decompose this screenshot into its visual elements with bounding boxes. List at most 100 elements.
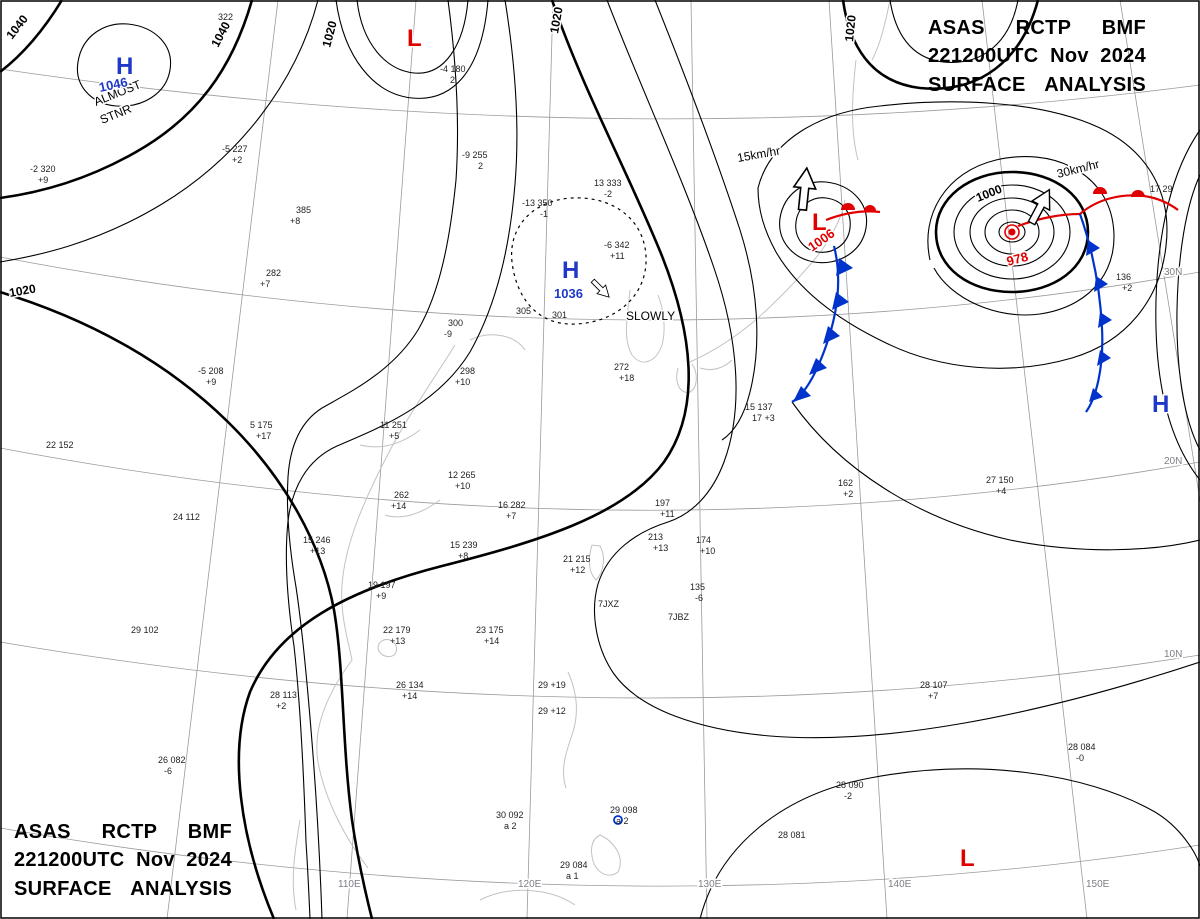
station-plot: 28 084 bbox=[1068, 742, 1096, 752]
pressure-center-high: H bbox=[562, 257, 579, 284]
valid-time: 221200UTC Nov 2024 bbox=[928, 45, 1146, 68]
cold-front-triangle bbox=[832, 292, 849, 310]
longitude-label: 120E bbox=[518, 879, 542, 890]
station-plot: 162 bbox=[838, 478, 853, 488]
station-plot: +12 bbox=[570, 565, 585, 575]
grid-line-100e bbox=[166, 0, 279, 919]
isobar-label: 1020 bbox=[547, 5, 565, 34]
pressure-value: 1036 bbox=[554, 286, 583, 301]
isobar-label: 1020 bbox=[8, 281, 37, 299]
coastline-korea bbox=[625, 289, 665, 363]
station-plot: 28 107 bbox=[920, 680, 948, 690]
movement-arrow-l1006 bbox=[792, 166, 817, 212]
isobar-storm-ring1 bbox=[998, 221, 1026, 243]
coastline-china bbox=[316, 344, 456, 869]
station-plot: -2 bbox=[844, 791, 852, 801]
station-plot: 322 bbox=[218, 12, 233, 22]
coastline-borneo bbox=[479, 889, 576, 906]
isobar-1020-west bbox=[0, 290, 374, 919]
station-plot: +13 bbox=[653, 543, 668, 553]
pressure-center-low: L bbox=[960, 845, 975, 872]
cold-front-triangle bbox=[836, 258, 853, 276]
longitude-label: 140E bbox=[888, 879, 912, 890]
warm-front-bump bbox=[864, 205, 876, 211]
isobar-south-1 bbox=[791, 401, 1200, 551]
station-plot: 262 bbox=[394, 490, 409, 500]
grid-line-110e bbox=[346, 0, 417, 919]
station-plot: 23 175 bbox=[476, 625, 504, 635]
station-plot: 213 bbox=[648, 532, 663, 542]
isobar-west-1 bbox=[0, 0, 319, 263]
coastline-sakhalin bbox=[852, 59, 859, 161]
isobar-south-2 bbox=[699, 768, 1200, 919]
isobar-1040-corner bbox=[0, 0, 64, 74]
station-plot: -4 180 bbox=[440, 64, 466, 74]
station-plot: 15 246 bbox=[303, 535, 331, 545]
latitude-label: 20N bbox=[1164, 456, 1182, 467]
storm-center-icon bbox=[1008, 228, 1016, 236]
isobar-1020-center bbox=[237, 0, 690, 919]
warm-front-line-east bbox=[1079, 194, 1179, 215]
station-plot: 19 197 bbox=[368, 580, 396, 590]
grid-line-140e bbox=[828, 0, 888, 919]
annotation: 15km/hr bbox=[736, 144, 781, 165]
chart-type: SURFACE ANALYSIS bbox=[928, 73, 1146, 96]
coastline-luzon bbox=[563, 671, 577, 789]
coastline-hainan bbox=[377, 639, 398, 658]
station-plot: a 2 bbox=[616, 816, 629, 826]
station-plot: 28 081 bbox=[778, 830, 806, 840]
pressure-center-high: H bbox=[116, 53, 133, 80]
station-plot: +8 bbox=[290, 216, 300, 226]
isobar-rightedge-1 bbox=[1176, 174, 1200, 451]
product-id: ASAS RCTP BMF bbox=[928, 17, 1146, 39]
station-plot: 298 bbox=[460, 366, 475, 376]
station-plot: +10 bbox=[700, 546, 715, 556]
station-plot: +2 bbox=[1122, 283, 1132, 293]
cold-front-triangle bbox=[793, 386, 811, 402]
longitude-label: 130E bbox=[698, 879, 722, 890]
station-plot: -5 208 bbox=[198, 366, 224, 376]
station-plot: +11 bbox=[610, 251, 625, 261]
isobar-east-1 bbox=[593, 0, 1200, 739]
station-plot: 135 bbox=[690, 582, 705, 592]
isobar-storm-ring5 bbox=[927, 156, 1115, 316]
isobar-storm-ring4 bbox=[953, 184, 1071, 280]
station-plot: 2 bbox=[450, 75, 455, 85]
disturbance-icon bbox=[613, 815, 623, 825]
station-plot: +4 bbox=[996, 486, 1006, 496]
station-plot: -9 255 bbox=[462, 150, 488, 160]
annotation: SLOWLY bbox=[626, 309, 675, 323]
isobar-outer-lows bbox=[757, 101, 1168, 369]
station-plot: 24 112 bbox=[173, 512, 200, 522]
pressure-value: 978 bbox=[1005, 249, 1030, 269]
annotation: 30km/hr bbox=[1055, 157, 1100, 181]
isobar-l1006-ring1 bbox=[795, 197, 851, 253]
station-plot: 300 bbox=[448, 318, 463, 328]
isobar-storm-ring2 bbox=[984, 209, 1040, 255]
cold-front-triangle bbox=[1097, 350, 1111, 366]
station-plot: +13 bbox=[310, 546, 325, 556]
isobar-1020-east bbox=[841, 0, 1040, 90]
station-plot: 29 098 bbox=[610, 805, 638, 815]
station-plot: +7 bbox=[260, 279, 270, 289]
coastline-japan-kyushu bbox=[676, 363, 697, 393]
station-plot: 301 bbox=[552, 310, 567, 320]
isobar-label: 1020 bbox=[319, 19, 340, 49]
station-plot: -0 bbox=[1076, 753, 1084, 763]
station-plot: 28 090 bbox=[836, 780, 864, 790]
station-plot: +18 bbox=[619, 373, 634, 383]
isobar-east-2 bbox=[654, 0, 758, 441]
station-plot: +9 bbox=[376, 591, 386, 601]
station-plot: +7 bbox=[506, 511, 516, 521]
grid-line-20n bbox=[0, 447, 1200, 511]
station-plot: +13 bbox=[390, 636, 405, 646]
grid-line-160e bbox=[1119, 0, 1200, 503]
station-plot: +9 bbox=[206, 377, 216, 387]
station-plot: 136 bbox=[1116, 272, 1131, 282]
station-plot: 29 102 bbox=[131, 625, 159, 635]
pressure-center-low: L bbox=[812, 209, 827, 236]
station-plot: -13 350 bbox=[522, 198, 553, 208]
